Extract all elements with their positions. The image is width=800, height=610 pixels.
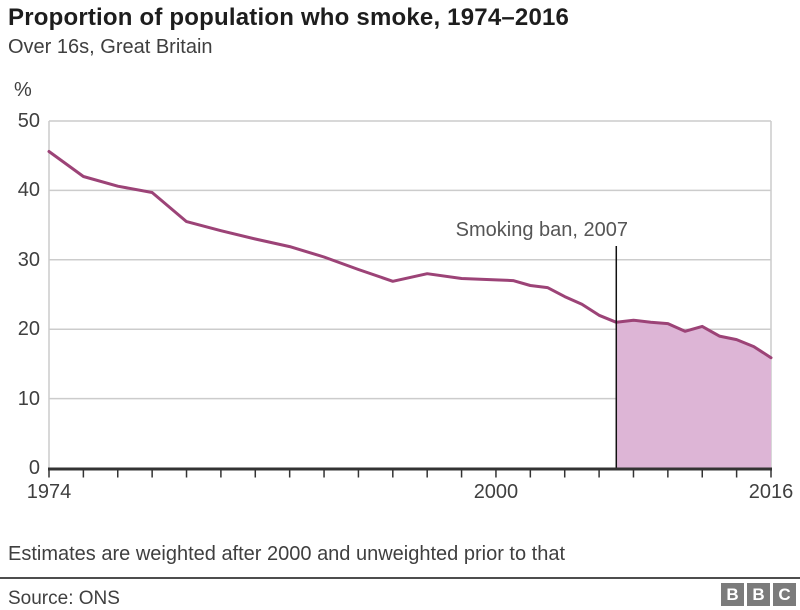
- bbc-logo-block: C: [773, 583, 796, 606]
- smoking-rate-line: [47, 150, 773, 360]
- y-axis-label: 50: [17, 110, 40, 132]
- page-subtitle: Over 16s, Great Britain: [8, 36, 213, 58]
- chart-footnote: Estimates are weighted after 2000 and un…: [8, 543, 566, 565]
- y-axis-label: 20: [17, 318, 40, 341]
- smoking-ban-annotation: Smoking ban, 2007: [455, 219, 628, 241]
- x-axis-label: 2000: [473, 481, 519, 503]
- post-ban-shaded-area: [616, 320, 771, 468]
- y-axis-label: 0: [28, 457, 40, 479]
- page-title: Proportion of population who smoke, 1974…: [8, 4, 570, 31]
- footer-divider: [0, 577, 800, 579]
- bbc-logo: B B C: [721, 583, 796, 606]
- y-axis-label: 10: [17, 387, 40, 410]
- x-axis-label: 1974: [26, 481, 72, 503]
- bbc-logo-block: B: [721, 583, 744, 606]
- source-credit: Source: ONS: [8, 588, 120, 609]
- bbc-logo-block: B: [747, 583, 770, 606]
- y-axis-label: 30: [17, 248, 40, 271]
- x-axis-label: 2016: [748, 481, 794, 503]
- y-axis-unit-label: %: [14, 79, 32, 101]
- y-axis-label: 40: [17, 179, 40, 202]
